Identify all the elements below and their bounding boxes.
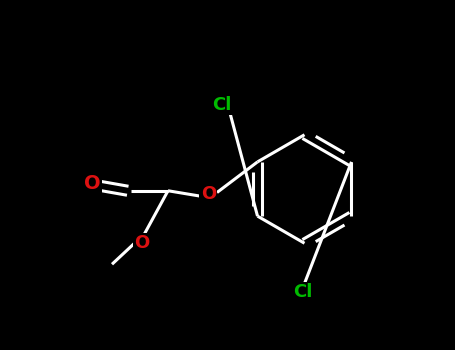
Text: O: O <box>201 185 216 203</box>
Text: Cl: Cl <box>293 283 313 301</box>
Text: O: O <box>134 234 149 252</box>
Text: O: O <box>85 174 101 193</box>
Text: Cl: Cl <box>212 96 232 114</box>
